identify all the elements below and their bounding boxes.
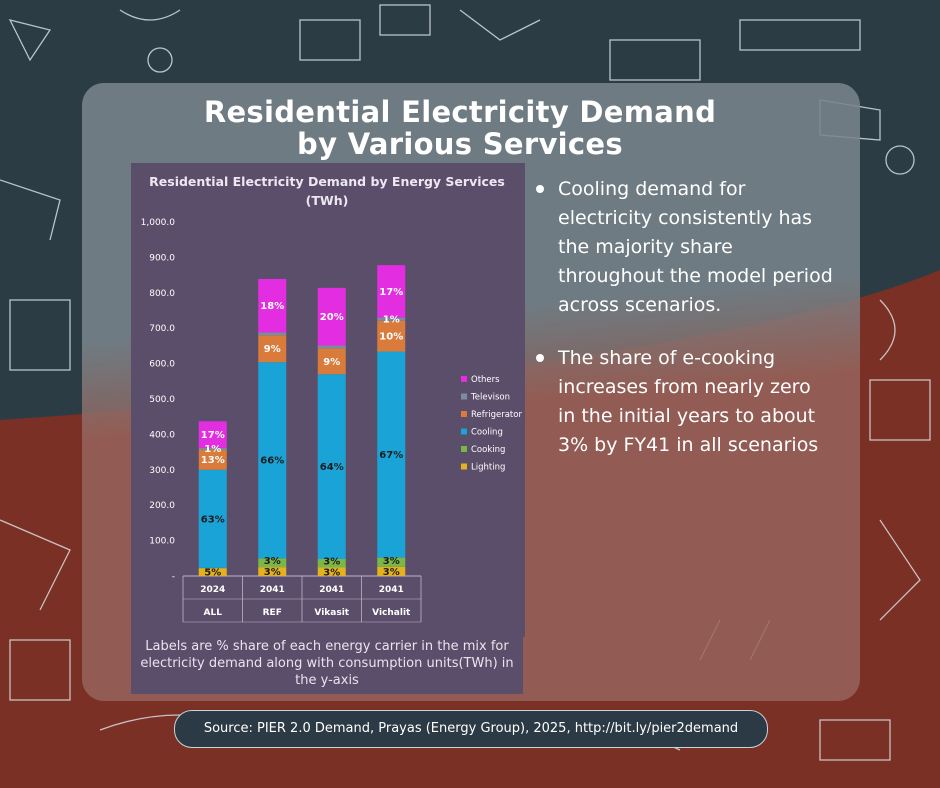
y-tick-label: 500.0: [149, 395, 175, 405]
bar-segment-cooling: [377, 351, 406, 558]
data-label: 9%: [264, 344, 281, 355]
page-title: Residential Electricity Demand by Variou…: [150, 96, 770, 160]
data-label: 1%: [204, 444, 221, 455]
bar-segment-refrigerator: [258, 335, 287, 363]
data-label: 20%: [320, 312, 344, 323]
bar-segment-televison: [258, 332, 287, 336]
legend-label: Refrigerator: [471, 410, 522, 420]
chart-note: Labels are % share of each energy carrie…: [131, 637, 523, 694]
y-tick-label: 1,000.0: [141, 218, 176, 228]
x-tick-scenario: Vikasit: [314, 608, 349, 618]
bar-segment-others: [198, 421, 227, 448]
bar-segment-refrigerator: [198, 449, 227, 470]
data-label: 3%: [383, 556, 400, 567]
bar-segment-cooking: [258, 558, 287, 568]
data-label: 67%: [379, 450, 403, 461]
x-tick-scenario: ALL: [204, 608, 223, 618]
page-title-line2: by Various Services: [297, 127, 623, 161]
y-tick-label: 200.0: [149, 501, 175, 511]
y-tick-label: 600.0: [149, 360, 175, 370]
data-label: 3%: [383, 567, 400, 578]
data-label: 9%: [323, 357, 340, 368]
legend-label: Lighting: [471, 463, 505, 473]
bar-segment-cooling: [198, 469, 227, 568]
bar-segment-refrigerator: [377, 320, 406, 352]
chart-title-line2: (TWh): [306, 193, 349, 208]
legend-swatch-cooking: [461, 446, 467, 452]
bar-segment-televison: [198, 447, 227, 450]
data-label: 10%: [379, 332, 403, 343]
data-label: 1%: [383, 315, 400, 326]
bullet-dot-icon: [536, 185, 544, 193]
y-tick-label: 100.0: [149, 537, 175, 547]
page-title-line1: Residential Electricity Demand: [203, 95, 717, 129]
y-tick-label: 800.0: [149, 289, 175, 299]
legend-swatch-refrigerator: [461, 411, 467, 417]
data-label: 64%: [320, 462, 344, 473]
data-label: 3%: [264, 556, 281, 567]
legend-label: Cooking: [471, 445, 505, 455]
bullet-text: Cooling demand for electricity consisten…: [558, 178, 833, 316]
bar-segment-others: [377, 265, 406, 318]
bullet-list: Cooling demand for electricity consisten…: [534, 175, 834, 484]
y-tick-label: 900.0: [149, 253, 175, 263]
legend-swatch-others: [461, 376, 467, 382]
data-label: 5%: [204, 568, 221, 579]
data-label: 3%: [264, 567, 281, 578]
y-tick-label: 300.0: [149, 466, 175, 476]
bar-segment-televison: [377, 317, 406, 321]
stacked-bar-chart: Residential Electricity Demand by Energy…: [141, 174, 522, 623]
bar-segment-cooling: [258, 362, 287, 559]
chart-title-line1: Residential Electricity Demand by Energy…: [149, 174, 505, 189]
x-tick-year: 2024: [200, 585, 225, 595]
data-label: 17%: [201, 430, 225, 441]
data-label: 18%: [260, 301, 284, 312]
y-tick-label: 700.0: [149, 324, 175, 334]
bullet-cooling: Cooling demand for electricity consisten…: [534, 175, 834, 320]
bar-segment-televison: [317, 345, 346, 349]
data-label: 3%: [323, 567, 340, 578]
legend-label: Others: [471, 375, 500, 385]
data-label: 13%: [201, 455, 225, 466]
bar-segment-cooking: [377, 557, 406, 567]
bullet-text: The share of e-cooking increases from ne…: [558, 347, 819, 456]
data-label: 17%: [379, 287, 403, 298]
x-tick-year: 2041: [379, 585, 404, 595]
x-tick-year: 2041: [260, 585, 285, 595]
x-tick-scenario: REF: [263, 608, 282, 618]
source-pill: Source: PIER 2.0 Demand, Prayas (Energy …: [174, 710, 768, 748]
legend-swatch-lighting: [461, 463, 467, 470]
bar-segment-cooling: [317, 374, 346, 560]
bar-segment-lighting: [198, 568, 227, 576]
bar-segment-lighting: [377, 566, 406, 576]
data-label: 3%: [323, 556, 340, 567]
y-tick-label: -: [172, 572, 175, 582]
bullet-ecooking: The share of e-cooking increases from ne…: [534, 344, 834, 460]
x-tick-scenario: Vichalit: [372, 608, 411, 618]
legend-label: Cooling: [471, 428, 503, 438]
bar-segment-refrigerator: [317, 348, 346, 375]
y-tick-label: 400.0: [149, 430, 175, 440]
bar-segment-others: [317, 287, 346, 346]
data-label: 63%: [201, 514, 225, 525]
bar-segment-lighting: [258, 567, 287, 576]
bar-segment-others: [258, 278, 287, 333]
chart-panel: Residential Electricity Demand by Energy…: [131, 163, 525, 637]
legend-swatch-cooling: [461, 428, 467, 435]
legend-label: Televison: [470, 393, 510, 403]
data-label: 66%: [260, 456, 284, 467]
x-tick-year: 2041: [319, 585, 344, 595]
bar-segment-lighting: [317, 567, 346, 576]
legend-swatch-televison: [461, 393, 467, 400]
bar-segment-cooking: [317, 559, 346, 568]
bullet-dot-icon: [536, 354, 544, 362]
